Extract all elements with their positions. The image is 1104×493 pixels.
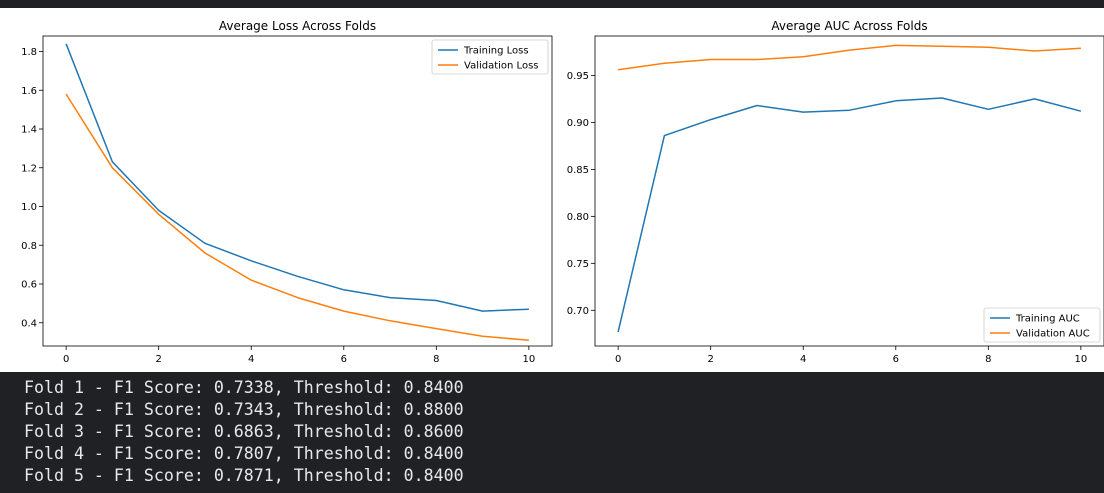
y-tick-label: 1.6: [21, 86, 37, 97]
output-line: Fold 5 - F1 Score: 0.7871, Threshold: 0.…: [24, 466, 464, 485]
x-tick-label: 8: [433, 354, 439, 365]
plot-canvas: Average Loss Across Folds 0 2 4 6 8 10 0.4 0.6 0.…: [21, 19, 1104, 365]
legend-box: [983, 307, 1101, 343]
x-tick-label: 6: [893, 354, 899, 365]
x-tick-label: 4: [248, 354, 254, 365]
x-tick-label: 10: [522, 354, 535, 365]
legend-label: Validation AUC: [1016, 329, 1090, 340]
x-tick-label: 2: [155, 354, 161, 365]
y-tick-label: 1.4: [21, 125, 37, 136]
legend-box: [431, 39, 549, 75]
y-tick-label: 0.90: [567, 118, 589, 129]
y-tick-label: 0.70: [567, 306, 589, 317]
y-tick-label: 0.8: [21, 241, 37, 252]
y-tick-label: 0.95: [567, 71, 589, 82]
training-loss-line: [65, 43, 529, 312]
y-tick-label: 1.2: [21, 163, 37, 174]
y-tick-label: 0.85: [567, 165, 589, 176]
x-tick-label: 2: [707, 354, 713, 365]
validation-auc-line: [617, 44, 1081, 71]
x-tick-label: 4: [800, 354, 806, 365]
legend-label: Training AUC: [1015, 314, 1080, 325]
plot-figure: Average Loss Across Folds 0 2 4 6 8 10 0.4 0.6 0.…: [0, 8, 1104, 372]
legend-label: Validation Loss: [464, 61, 539, 72]
output-line: Fold 1 - F1 Score: 0.7338, Threshold: 0.…: [24, 378, 464, 397]
axes-frame: [594, 35, 1104, 347]
training-auc-line: [617, 97, 1082, 333]
x-tick-label: 6: [341, 354, 347, 365]
loss-chart: Average Loss Across Folds 0 2 4 6 8 10 0.4 0.6 0.…: [21, 19, 553, 365]
x-tick-label: 8: [985, 354, 991, 365]
output-line: Fold 4 - F1 Score: 0.7807, Threshold: 0.…: [24, 444, 464, 463]
chart-title: Average Loss Across Folds: [219, 19, 376, 33]
auc-chart: Average AUC Across Folds 0 2 4 6 8 10 0.70 0.75 0…: [567, 19, 1104, 365]
validation-loss-line: [65, 93, 529, 341]
y-tick-label: 1.0: [21, 202, 37, 213]
y-tick-label: 0.75: [567, 259, 589, 270]
x-tick-label: 0: [63, 354, 69, 365]
legend-label: Training Loss: [463, 46, 529, 57]
y-tick-label: 1.8: [21, 47, 37, 58]
y-tick-label: 0.80: [567, 212, 589, 223]
y-tick-label: 0.6: [21, 280, 37, 291]
x-tick-label: 10: [1074, 354, 1087, 365]
x-tick-label: 0: [615, 354, 621, 365]
output-line: Fold 3 - F1 Score: 0.6863, Threshold: 0.…: [24, 422, 464, 441]
y-tick-label: 0.4: [21, 318, 37, 329]
cell-output: Fold 1 - F1 Score: 0.7338, Threshold: 0.…: [0, 372, 1104, 493]
chart-title: Average AUC Across Folds: [771, 19, 927, 33]
output-line: Fold 2 - F1 Score: 0.7343, Threshold: 0.…: [24, 400, 464, 419]
axes-frame: [42, 35, 553, 347]
